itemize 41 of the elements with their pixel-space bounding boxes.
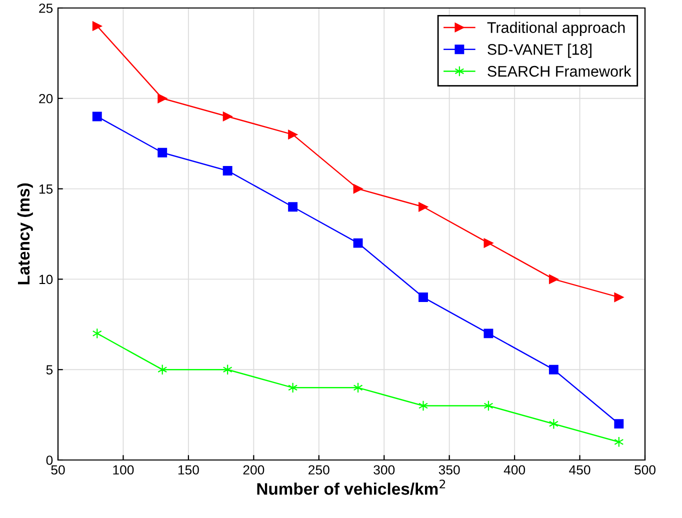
point: [353, 238, 363, 248]
point: [158, 148, 168, 158]
y-tick-label: 25: [39, 4, 53, 13]
point: [614, 292, 624, 302]
point: [353, 184, 363, 194]
x-tick-label: 500: [634, 465, 656, 475]
legend-label: SD-VANET [18]: [488, 44, 592, 58]
y-tick-label: 5: [46, 365, 53, 375]
x-tick-label: 300: [374, 465, 395, 475]
x-tick-label: 450: [569, 465, 590, 475]
legend-label: Traditional approach: [487, 22, 625, 36]
y-tick-label: 0: [46, 456, 53, 465]
point: [548, 364, 558, 374]
y-tick-label: 15: [39, 184, 53, 194]
x-tick-label: 150: [178, 465, 199, 475]
y-tick-label: 10: [39, 274, 53, 284]
x-tick-label: 400: [504, 465, 526, 475]
point: [222, 112, 232, 122]
point: [418, 292, 428, 302]
point: [158, 94, 168, 104]
point: [288, 202, 298, 212]
point: [222, 166, 232, 176]
x-axis-title: Number of vehicles/km$^{2}$: [257, 480, 446, 495]
point: [418, 202, 428, 212]
point: [484, 328, 494, 338]
point: [614, 419, 624, 429]
point: [548, 274, 558, 284]
point: [288, 382, 298, 394]
x-tick-label: 250: [308, 465, 330, 475]
y-tick-label: 20: [39, 94, 53, 104]
point: [484, 238, 494, 248]
x-tick-label: 200: [243, 465, 264, 475]
x-tick-label: 100: [113, 465, 134, 475]
y-axis-title: Latency (ms): [17, 183, 33, 284]
x-tick-label: 350: [438, 465, 460, 475]
point: [288, 130, 298, 140]
x-tick-label: 50: [51, 465, 65, 475]
point: [418, 400, 428, 412]
point: [92, 21, 102, 31]
legend-label: SEARCH Framework: [488, 66, 632, 77]
point: [92, 112, 102, 122]
